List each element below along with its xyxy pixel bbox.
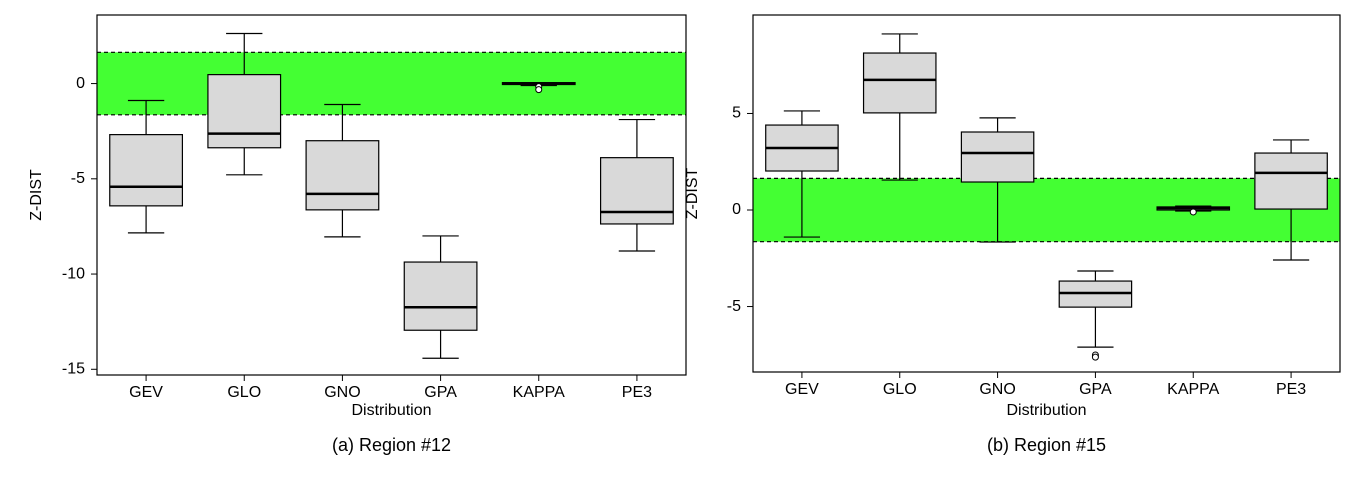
y-axis-label: Z-DIST xyxy=(28,169,45,221)
y-tick-label: 0 xyxy=(76,75,85,92)
outlier xyxy=(1091,353,1099,361)
x-tick-label: GEV xyxy=(129,384,163,401)
y-tick-label: 5 xyxy=(732,105,741,122)
box xyxy=(599,157,674,225)
x-tick-label: GLO xyxy=(883,381,917,398)
x-tick-label: GPA xyxy=(424,384,457,401)
x-tick-label: PE3 xyxy=(1276,381,1306,398)
x-axis-label: Distribution xyxy=(351,402,431,419)
y-tick-label: -5 xyxy=(71,170,85,187)
y-tick-label: -5 xyxy=(727,298,741,315)
x-tick-label: GNO xyxy=(324,384,360,401)
box xyxy=(1254,152,1328,210)
y-tick-label: 0 xyxy=(732,201,741,218)
x-tick-label: KAPPA xyxy=(513,384,566,401)
box xyxy=(862,52,937,114)
x-tick-label: GLO xyxy=(227,384,261,401)
caption: (a) Region #12 xyxy=(332,435,451,455)
x-tick-label: GPA xyxy=(1079,381,1112,398)
outlier xyxy=(1189,208,1197,216)
band xyxy=(753,178,1340,242)
x-tick-label: GEV xyxy=(785,381,819,398)
box xyxy=(207,74,282,149)
box xyxy=(305,140,380,211)
x-tick-label: GNO xyxy=(979,381,1015,398)
x-tick-label: PE3 xyxy=(622,384,652,401)
caption: (b) Region #15 xyxy=(987,435,1106,455)
plot-frame xyxy=(752,14,1341,373)
plot-frame xyxy=(96,14,687,376)
box xyxy=(403,261,478,331)
y-tick-label: -10 xyxy=(62,265,85,282)
box xyxy=(960,131,1035,183)
box xyxy=(109,134,184,207)
outlier xyxy=(535,86,543,94)
x-tick-label: KAPPA xyxy=(1167,381,1220,398)
y-tick-label: -15 xyxy=(62,361,85,378)
x-axis-label: Distribution xyxy=(1006,402,1086,419)
band xyxy=(97,52,686,115)
y-axis-label: Z-DIST xyxy=(684,168,701,220)
